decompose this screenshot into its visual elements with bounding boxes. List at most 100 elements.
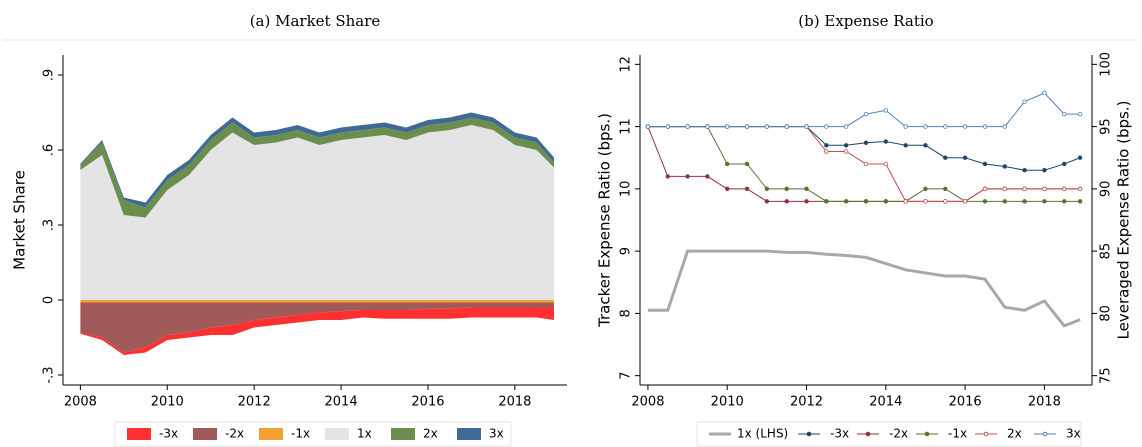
- marker: [764, 124, 770, 129]
- y-tick-label: 8: [619, 309, 634, 317]
- marker: [1042, 167, 1047, 173]
- legend-swatch: [127, 428, 151, 440]
- marker: [843, 124, 849, 129]
- y2-tick-label: 95: [1099, 118, 1114, 135]
- marker: [962, 155, 968, 160]
- marker: [744, 124, 750, 129]
- marker: [903, 143, 908, 148]
- legend-label: 3x: [489, 427, 504, 441]
- chart-title: (a) Market Share: [250, 12, 381, 30]
- y2-tick-label: 90: [1099, 181, 1114, 198]
- marker: [784, 186, 789, 192]
- marker: [943, 199, 948, 204]
- marker: [863, 161, 869, 167]
- marker: [705, 124, 710, 129]
- marker: [863, 199, 869, 204]
- marker: [784, 199, 789, 204]
- x-tick-label: 2010: [151, 395, 184, 410]
- marker: [1077, 155, 1083, 160]
- marker: [962, 124, 968, 129]
- marker: [1002, 186, 1007, 192]
- marker: [982, 161, 988, 167]
- x-tick-label: 2012: [238, 395, 271, 410]
- y2-tick-label: 75: [1099, 367, 1114, 384]
- marker: [744, 161, 750, 167]
- y-tick-label: .6: [42, 144, 57, 156]
- marker: [1077, 186, 1083, 192]
- marker: [943, 124, 948, 129]
- marker: [843, 199, 849, 204]
- marker: [943, 155, 948, 160]
- marker: [665, 124, 670, 129]
- area: [80, 302, 554, 353]
- y-tick-label: .3: [42, 219, 57, 231]
- marker: [1042, 199, 1047, 204]
- y-axis-title: Market Share: [11, 170, 29, 270]
- marker: [1062, 186, 1067, 192]
- marker: [665, 174, 670, 179]
- legend-label: 3x: [1066, 427, 1081, 441]
- marker: [1022, 186, 1027, 192]
- legend-label: 1x (LHS): [737, 427, 788, 441]
- marker: [804, 199, 809, 204]
- marker: [764, 199, 770, 204]
- marker: [1062, 111, 1067, 117]
- marker: [1002, 124, 1007, 129]
- marker: [843, 143, 849, 148]
- legend-label: -3x: [830, 427, 849, 441]
- marker: [764, 186, 770, 192]
- marker: [943, 186, 948, 192]
- legend-swatch: [259, 428, 283, 440]
- legend-marker: [806, 431, 812, 437]
- marker: [923, 186, 928, 192]
- y2-tick-label: 100: [1099, 52, 1114, 77]
- x-tick-label: 2008: [64, 395, 97, 410]
- marker: [824, 143, 829, 148]
- legend-marker: [924, 431, 930, 437]
- marker: [1002, 199, 1007, 204]
- marker: [645, 124, 651, 129]
- legend-swatch: [391, 428, 415, 440]
- y-tick-label: -.3: [42, 366, 57, 383]
- legend-label: -3x: [159, 427, 178, 441]
- legend-label: 2x: [423, 427, 438, 441]
- legend-swatch: [193, 428, 217, 440]
- marker: [1022, 199, 1027, 204]
- marker: [1077, 111, 1083, 117]
- line: [647, 249, 1081, 328]
- marker: [1077, 199, 1083, 204]
- legend-label: -2x: [889, 427, 908, 441]
- marker: [1042, 90, 1047, 96]
- y-tick-label: 0: [42, 296, 57, 304]
- legend-label: 1x: [357, 427, 372, 441]
- legend-swatch: [325, 428, 349, 440]
- y-axis-title: Tracker Expense Ratio (bps.): [596, 113, 614, 328]
- area: [80, 300, 554, 303]
- marker: [923, 143, 928, 148]
- marker: [923, 199, 928, 204]
- marker: [982, 199, 988, 204]
- marker: [1002, 164, 1007, 169]
- marker: [1062, 199, 1067, 204]
- marker: [725, 124, 730, 129]
- marker: [705, 174, 710, 179]
- marker: [685, 124, 690, 129]
- legend-marker: [1042, 431, 1048, 437]
- legend: 1x (LHS) -3x -2x -1x 2x 3x: [696, 421, 1082, 447]
- marker: [863, 140, 869, 145]
- marker: [903, 199, 908, 204]
- marker: [883, 139, 889, 144]
- y-tick-label: .9: [42, 69, 57, 81]
- y-tick-label: 7: [619, 372, 634, 380]
- y2-tick-label: 85: [1099, 243, 1114, 260]
- area: [80, 117, 554, 218]
- legend-marker: [865, 431, 871, 437]
- marker: [824, 199, 829, 204]
- x-tick-label: 2012: [790, 395, 823, 410]
- marker: [982, 124, 988, 129]
- y2-tick-label: 80: [1099, 305, 1114, 322]
- marker: [685, 174, 690, 179]
- x-tick-label: 2018: [498, 395, 531, 410]
- marker: [804, 186, 809, 192]
